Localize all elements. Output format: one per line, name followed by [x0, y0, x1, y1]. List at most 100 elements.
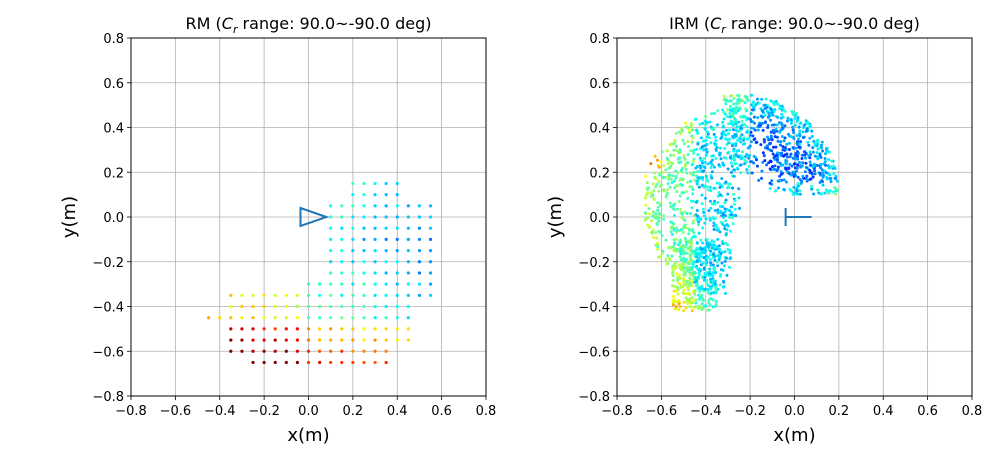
- rm-point: [306, 338, 311, 342]
- irm-point: [682, 280, 686, 284]
- irm-point: [763, 159, 767, 163]
- irm-point: [668, 259, 672, 263]
- irm-point: [728, 229, 732, 233]
- irm-point: [678, 150, 682, 154]
- irm-point: [746, 99, 750, 103]
- rm-point: [428, 248, 433, 253]
- rm-point: [362, 304, 366, 309]
- irm-point: [704, 274, 708, 278]
- irm-point: [708, 217, 712, 221]
- rm-point: [295, 349, 300, 353]
- irm-point: [734, 162, 738, 166]
- rm-point: [373, 226, 377, 230]
- irm-point: [716, 237, 720, 241]
- irm-point: [778, 130, 782, 134]
- irm-point: [761, 160, 765, 164]
- irm-point: [728, 128, 732, 132]
- irm-point: [813, 169, 817, 173]
- irm-point: [737, 120, 741, 124]
- irm-point: [778, 106, 782, 110]
- irm-point: [667, 257, 671, 261]
- irm-point: [662, 217, 666, 221]
- irm-point: [645, 181, 649, 185]
- x-tick-label: −0.4: [204, 404, 236, 419]
- irm-point: [810, 184, 814, 188]
- irm-point: [796, 175, 800, 179]
- irm-point: [810, 134, 814, 138]
- rm-point: [262, 327, 266, 331]
- rm-point: [329, 327, 333, 331]
- irm-points: [643, 93, 840, 313]
- irm-point: [795, 187, 799, 191]
- irm-point: [713, 142, 717, 146]
- rm-point: [406, 304, 410, 309]
- rm-point: [351, 248, 355, 253]
- rm-point: [251, 327, 255, 331]
- irm-point: [747, 154, 751, 158]
- irm-point: [682, 156, 686, 160]
- rm-point: [351, 237, 355, 241]
- y-tick-label: −0.6: [92, 345, 124, 360]
- irm-point: [704, 245, 708, 249]
- rm-point: [417, 260, 422, 264]
- irm-point: [716, 254, 720, 258]
- irm-point: [797, 145, 801, 149]
- rm-point: [295, 360, 300, 365]
- irm-point: [671, 303, 675, 307]
- rm-point: [340, 248, 344, 253]
- irm-point: [678, 304, 682, 308]
- irm-point: [754, 156, 758, 160]
- irm-point: [712, 278, 716, 282]
- irm-point: [657, 216, 661, 220]
- rm-point: [395, 181, 399, 186]
- irm-point: [712, 221, 716, 225]
- irm-point: [726, 247, 730, 251]
- rm-point: [317, 338, 322, 342]
- irm-point: [677, 302, 681, 306]
- irm-point: [670, 181, 674, 185]
- irm-point: [665, 149, 669, 153]
- irm-point: [684, 306, 688, 310]
- irm-point: [759, 143, 763, 147]
- x-tick-label: −0.8: [115, 404, 147, 419]
- irm-point: [723, 259, 727, 263]
- irm-point: [767, 137, 771, 141]
- irm-point: [775, 168, 779, 172]
- irm-point: [811, 146, 815, 150]
- irm-point: [792, 185, 796, 189]
- irm-point: [733, 142, 737, 146]
- rm-point: [351, 226, 355, 230]
- rm-point: [406, 316, 410, 320]
- rm-point: [406, 260, 410, 264]
- irm-point: [709, 189, 713, 193]
- rm-point: [417, 204, 422, 208]
- irm-point: [796, 151, 800, 155]
- irm-point: [830, 159, 834, 163]
- irm-point: [701, 226, 705, 230]
- irm-point: [735, 102, 739, 106]
- irm-point: [698, 305, 702, 309]
- irm-point: [691, 188, 695, 192]
- y-tick-label: 0.0: [589, 211, 610, 226]
- irm-point: [694, 298, 698, 302]
- irm-point: [656, 201, 660, 205]
- irm-point: [675, 247, 679, 251]
- irm-point: [698, 253, 702, 257]
- irm-point: [661, 249, 665, 253]
- irm-point: [687, 145, 691, 149]
- irm-point: [682, 288, 686, 292]
- irm-point: [719, 220, 723, 224]
- irm-point: [771, 113, 775, 117]
- irm-point: [736, 93, 740, 97]
- irm-point: [710, 163, 714, 167]
- irm-point: [654, 243, 658, 247]
- irm-point: [799, 140, 803, 144]
- irm-point: [808, 160, 812, 164]
- irm-point: [710, 202, 714, 206]
- y-tick-label: 0.8: [589, 32, 610, 47]
- irm-point: [703, 287, 707, 291]
- irm-point: [728, 104, 732, 108]
- irm-point: [679, 238, 683, 242]
- irm-point: [679, 285, 683, 289]
- irm-point: [670, 142, 674, 146]
